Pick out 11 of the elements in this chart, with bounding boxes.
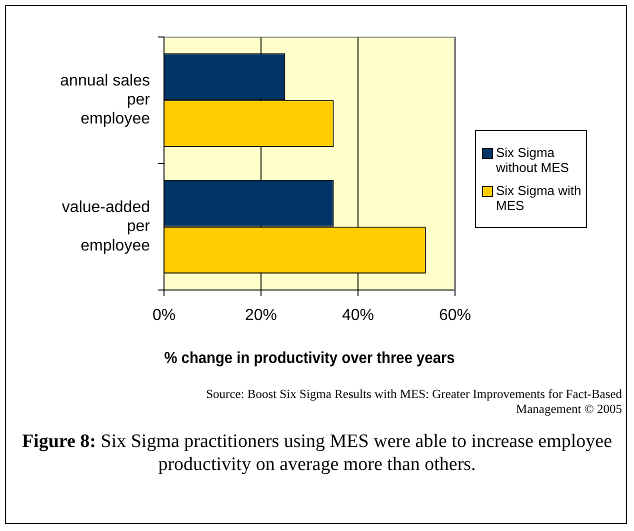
caption: Figure 8: Six Sigma practitioners using MES were able to increase employee productivity on average more than others. bbox=[20, 430, 614, 476]
y-tick-label: value-added per employee bbox=[62, 198, 151, 254]
x-axis-title: % change in productivity over three years bbox=[164, 349, 455, 367]
legend-label: Six Sigma without MES bbox=[496, 145, 570, 175]
x-tick-label: 20% bbox=[244, 307, 278, 324]
x-tick-label: 0% bbox=[152, 307, 176, 324]
x-tick-label: 40% bbox=[342, 307, 374, 324]
y-tick-label: annual sales per employee bbox=[60, 72, 151, 128]
legend-label: Six Sigma with MES bbox=[496, 183, 582, 213]
source-note: Source: Boost Six Sigma Results with MES: Greater Improvements for Fact-Based Management © 2005 bbox=[205, 387, 622, 417]
x-tick-label: 60% bbox=[438, 307, 472, 324]
